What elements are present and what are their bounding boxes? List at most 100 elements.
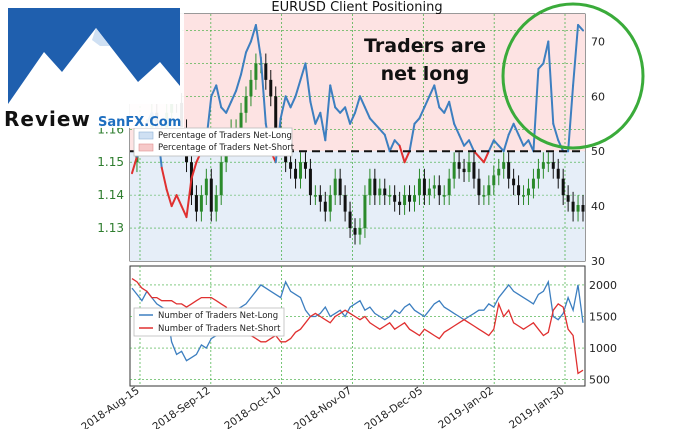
pct-segment — [567, 84, 575, 153]
candle-body — [541, 162, 545, 169]
candle-body — [497, 168, 501, 176]
candle-body — [457, 162, 461, 169]
candle-body — [299, 162, 303, 179]
logo-review-text: Review — [4, 107, 91, 131]
date-tick-label: 2018-Sep-12 — [150, 385, 212, 429]
pct-segment — [215, 84, 223, 109]
candle-body — [447, 178, 451, 196]
pct-segment — [324, 84, 332, 142]
pct-segment — [388, 139, 396, 153]
candle-body — [442, 195, 446, 197]
candle-body — [462, 168, 466, 173]
pct-segment — [131, 155, 138, 175]
candle-body — [363, 195, 367, 229]
pct-segment — [542, 40, 550, 65]
pct-segment — [170, 194, 178, 208]
bottom-legend: Number of Traders Net-Long Number of Tra… — [133, 307, 285, 337]
candle-body — [581, 205, 585, 212]
logo-brand-text: SanFX.Com — [98, 115, 181, 130]
count-lines — [131, 278, 584, 375]
pct-segment — [180, 205, 188, 219]
candle-body — [323, 201, 327, 212]
pct-segment — [408, 122, 416, 153]
candle-body — [408, 195, 412, 202]
legend-swatch-net-long — [138, 131, 154, 140]
candle-body — [507, 162, 511, 179]
highlight-ellipse — [501, 2, 645, 150]
pct-segment — [448, 100, 456, 125]
pct-segment — [165, 188, 173, 208]
candle-body — [522, 195, 526, 197]
candle-body — [244, 96, 248, 113]
pct-segment — [334, 106, 342, 114]
candle-body — [373, 178, 377, 196]
candle-body — [517, 185, 521, 196]
date-tick-label: 2019-Jan-30 — [507, 385, 567, 429]
bottom-right-tick-label: 1000 — [589, 342, 617, 355]
pct-segment — [240, 51, 247, 76]
percentage-lines — [131, 23, 584, 219]
candle-body — [467, 162, 471, 173]
pct-segment — [468, 139, 475, 153]
pct-segment — [403, 150, 411, 164]
candle-body — [318, 195, 322, 202]
pct-segment — [368, 117, 376, 125]
candle-body — [422, 178, 426, 196]
candle-body — [546, 162, 550, 164]
pct-segment — [235, 73, 243, 92]
candle-body — [561, 178, 565, 196]
candle-body — [204, 178, 208, 196]
candle-body — [254, 63, 258, 80]
pct-segment — [309, 100, 317, 125]
candle-body — [308, 168, 312, 196]
pct-segment — [299, 62, 307, 81]
candle-body — [437, 185, 441, 196]
pct-segment — [329, 84, 337, 109]
pct-segment — [512, 122, 520, 136]
pct-segment — [220, 106, 228, 114]
legend-label-count-long: Number of Traders Net-Long — [158, 311, 278, 321]
candle-body — [417, 178, 421, 196]
pct-segment — [393, 139, 401, 147]
pct-segment — [378, 128, 386, 136]
pct-segment — [428, 84, 436, 98]
candle-body — [289, 162, 293, 169]
pct-segment — [463, 139, 471, 147]
left-tick-label: 1.13 — [97, 221, 124, 235]
pct-segment — [175, 194, 183, 208]
pct-segment — [433, 84, 441, 109]
candle-body — [269, 79, 273, 97]
candle-body — [333, 178, 337, 196]
candle-body — [303, 162, 307, 169]
pct-segment — [354, 95, 361, 114]
right-tick-label: 60 — [591, 90, 605, 103]
candle-body — [194, 195, 198, 212]
pct-segment — [289, 95, 297, 109]
pct-segment — [279, 95, 287, 120]
candle-body — [388, 195, 392, 197]
pct-segment — [304, 62, 312, 103]
pct-segment — [244, 40, 252, 54]
annotation-line-1: Traders are — [364, 35, 486, 57]
candle-body — [571, 201, 575, 212]
candle-body — [576, 205, 580, 212]
pct-segment — [339, 106, 347, 114]
candle-body — [328, 195, 332, 212]
pct-segment — [254, 23, 262, 59]
candle-body — [472, 162, 476, 179]
date-axis-ticks: 2018-Aug-15 2018-Sep-12 2018-Oct-10 2018-No… — [79, 385, 567, 433]
pct-segment — [547, 40, 555, 125]
candle-body — [274, 96, 278, 130]
candle-body — [477, 178, 481, 196]
legend-label-count-short: Number of Traders Net-Short — [158, 324, 281, 334]
candle-body — [412, 195, 416, 202]
pct-segment — [314, 111, 322, 125]
candle-body — [551, 162, 555, 169]
pct-segment — [358, 95, 366, 109]
pct-segment — [398, 144, 406, 164]
left-tick-label: 1.15 — [97, 155, 124, 169]
bottom-right-tick-label: 500 — [589, 374, 610, 387]
candle-body — [526, 188, 530, 196]
